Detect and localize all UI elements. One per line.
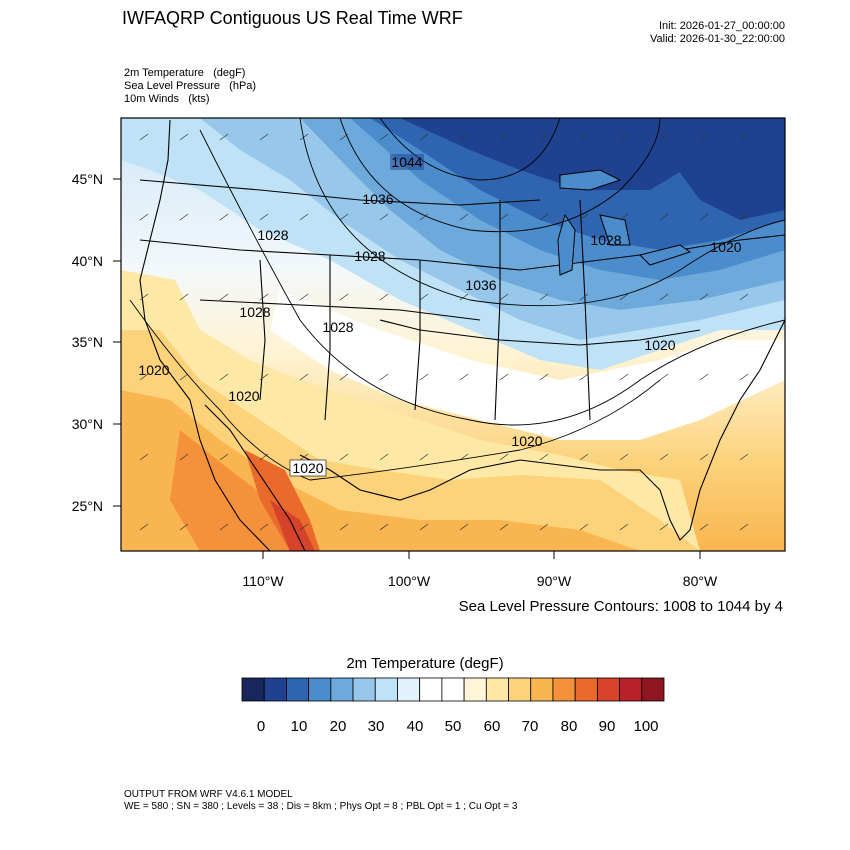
field-winds: 10m Winds (kts) — [124, 93, 210, 105]
svg-text:1028: 1028 — [322, 319, 353, 335]
colorbar-label: 60 — [484, 718, 501, 735]
contour-label: 1020 — [511, 433, 542, 449]
field-name: Sea Level Pressure — [124, 80, 220, 92]
colorbar-swatch — [374, 677, 398, 702]
field-pressure: Sea Level Pressure (hPa) — [124, 80, 256, 92]
svg-text:1028: 1028 — [354, 248, 385, 264]
colorbar-label: 70 — [522, 718, 539, 735]
contour-label: 1020 — [138, 362, 169, 378]
colorbar-swatch — [352, 677, 376, 702]
colorbar — [241, 677, 665, 702]
contour-label: 1028 — [257, 227, 288, 243]
svg-text:1036: 1036 — [465, 277, 496, 293]
contour-label: 1044 — [390, 154, 424, 170]
contour-note: Sea Level Pressure Contours: 1008 to 104… — [458, 598, 783, 615]
contour-label: 1036 — [362, 191, 393, 207]
lon-label: 80°W — [683, 573, 718, 589]
footer-config: WE = 580 ; SN = 380 ; Levels = 38 ; Dis … — [124, 801, 518, 812]
lat-labels: 45°N 40°N 35°N 30°N 25°N — [72, 171, 103, 514]
pressure-contours — [129, 118, 785, 481]
lat-label: 30°N — [72, 416, 103, 432]
great-lakes — [557, 169, 692, 276]
colorbar-label: 80 — [561, 718, 578, 735]
lon-ticks — [262, 551, 701, 559]
lon-labels: 110°W 100°W 90°W 80°W — [242, 573, 718, 589]
colorbar-swatch — [308, 677, 332, 702]
contour-label: 1020 — [644, 337, 675, 353]
contour-label: 1020 — [289, 459, 327, 477]
contour-label: 1020 — [710, 239, 741, 255]
svg-text:1028: 1028 — [257, 227, 288, 243]
colorbar-labels: 0 10 20 30 40 50 60 70 80 90 100 — [257, 718, 659, 735]
colorbar-swatch — [596, 677, 620, 702]
contour-labels: 1044 1036 1028 1028 1028 1028 1036 1028 … — [138, 154, 742, 477]
colorbar-swatch — [641, 677, 665, 702]
colorbar-swatch — [330, 677, 354, 702]
colorbar-swatch — [485, 677, 509, 702]
chart-title: IWFAQRP Contiguous US Real Time WRF — [122, 8, 463, 28]
lat-label: 35°N — [72, 334, 103, 350]
colorbar-label: 40 — [407, 718, 424, 735]
colorbar-swatch — [397, 677, 421, 702]
colorbar-swatch — [574, 677, 598, 702]
contour-label: 1028 — [590, 232, 621, 248]
svg-text:1028: 1028 — [239, 304, 270, 320]
field-unit: (degF) — [213, 67, 246, 79]
svg-text:1028: 1028 — [590, 232, 621, 248]
contour-label: 1020 — [228, 388, 259, 404]
colorbar-swatch — [463, 677, 487, 702]
colorbar-swatch — [530, 677, 554, 702]
init-time: Init: 2026-01-27_00:00:00 — [659, 20, 785, 32]
svg-text:1036: 1036 — [362, 191, 393, 207]
svg-text:1020: 1020 — [511, 433, 542, 449]
colorbar-label: 10 — [291, 718, 308, 735]
svg-text:1020: 1020 — [292, 460, 323, 476]
colorbar-swatch — [508, 677, 532, 702]
colorbar-swatch — [419, 677, 443, 702]
contour-label: 1036 — [465, 277, 496, 293]
svg-text:1020: 1020 — [644, 337, 675, 353]
colorbar-swatch — [241, 677, 265, 702]
colorbar-label: 30 — [368, 718, 385, 735]
svg-text:1020: 1020 — [228, 388, 259, 404]
lat-ticks — [113, 178, 121, 507]
colorbar-title: 2m Temperature (degF) — [346, 655, 504, 672]
lon-label: 90°W — [537, 573, 572, 589]
lat-label: 25°N — [72, 498, 103, 514]
colorbar-label: 0 — [257, 718, 265, 735]
field-unit: (kts) — [188, 93, 210, 105]
lat-label: 40°N — [72, 253, 103, 269]
contour-label: 1028 — [322, 319, 353, 335]
valid-time: Valid: 2026-01-30_22:00:00 — [650, 33, 785, 45]
coastline — [139, 119, 785, 551]
colorbar-swatch — [552, 677, 576, 702]
colorbar-swatch — [263, 677, 287, 702]
colorbar-label: 50 — [445, 718, 462, 735]
field-temperature: 2m Temperature (degF) — [124, 67, 245, 79]
svg-text:1020: 1020 — [710, 239, 741, 255]
contour-label: 1028 — [354, 248, 385, 264]
lon-label: 100°W — [388, 573, 431, 589]
svg-text:1020: 1020 — [138, 362, 169, 378]
map-frame — [120, 117, 786, 552]
contour-label: 1028 — [239, 304, 270, 320]
lat-label: 45°N — [72, 171, 103, 187]
field-name: 10m Winds — [124, 93, 180, 105]
colorbar-swatch — [619, 677, 643, 702]
field-unit: (hPa) — [229, 80, 257, 92]
lon-label: 110°W — [242, 573, 284, 589]
wind-barbs — [139, 133, 749, 531]
field-name: 2m Temperature — [124, 67, 204, 79]
svg-text:1044: 1044 — [391, 154, 422, 170]
colorbar-label: 90 — [599, 718, 616, 735]
footer-model: OUTPUT FROM WRF V4.6.1 MODEL — [124, 789, 293, 800]
colorbar-swatch — [441, 677, 465, 702]
colorbar-swatch — [286, 677, 310, 702]
colorbar-label: 100 — [633, 718, 658, 735]
colorbar-label: 20 — [330, 718, 347, 735]
